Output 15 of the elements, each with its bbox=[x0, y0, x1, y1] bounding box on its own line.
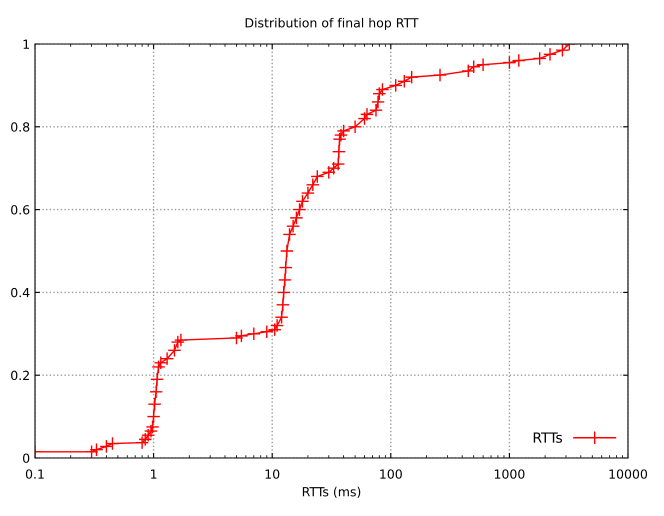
x-axis-title: RTTs (ms) bbox=[302, 486, 360, 498]
x-tick-label: 10000 bbox=[609, 469, 648, 479]
y-tick-label: 0.4 bbox=[11, 288, 30, 298]
y-tick-label: 0.6 bbox=[11, 205, 30, 215]
y-tick-label: 0.8 bbox=[11, 122, 30, 132]
x-tick-label: 100 bbox=[380, 469, 402, 479]
chart-title: Distribution of final hop RTT bbox=[246, 18, 419, 30]
x-tick-label: 1000 bbox=[494, 469, 524, 479]
x-tick-label: 1 bbox=[150, 469, 156, 479]
x-tick-label: 10 bbox=[266, 469, 280, 479]
y-tick-label: 1 bbox=[24, 40, 29, 49]
x-tick-label: 0.1 bbox=[26, 469, 44, 479]
y-tick-label: 0.2 bbox=[11, 370, 29, 380]
legend-label: RTTs bbox=[534, 432, 562, 443]
y-tick-label: 0 bbox=[23, 453, 30, 463]
